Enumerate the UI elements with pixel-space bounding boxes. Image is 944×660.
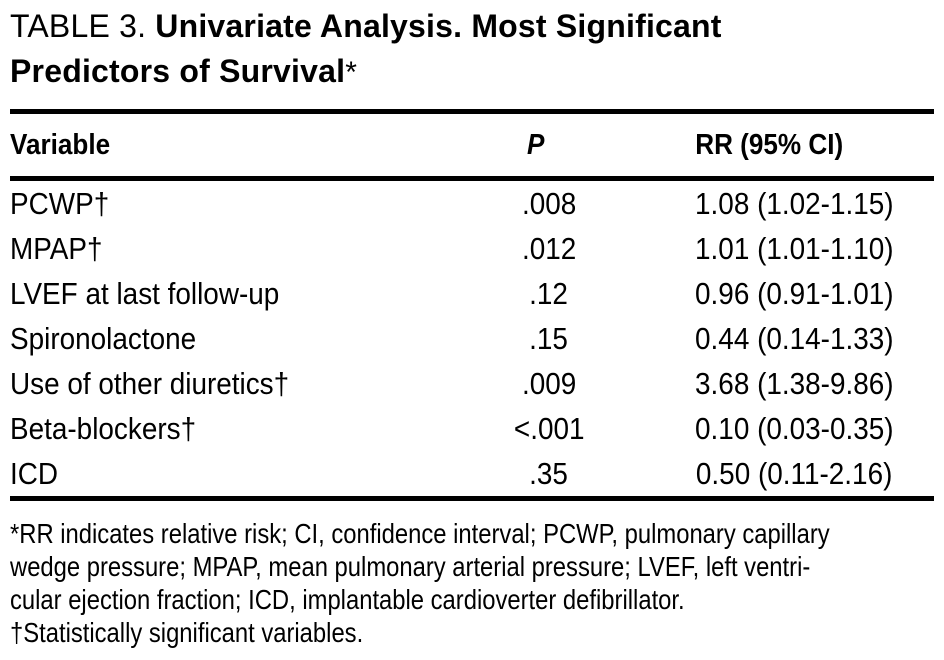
table-title-line-2: Predictors of Survival* bbox=[10, 49, 934, 95]
table-row: ICD .35 0.50 (0.11-2.16) bbox=[10, 451, 934, 496]
footnote-line: cular ejection fraction; ICD, implantabl… bbox=[10, 584, 685, 615]
table-row: Beta-blockers† <.001 0.10 (0.03-0.35) bbox=[10, 406, 934, 451]
table-row: Spironolactone .15 0.44 (0.14-1.33) bbox=[10, 316, 934, 361]
table-title-text-2: Predictors of Survival bbox=[10, 53, 346, 89]
footnote-line: *RR indicates relative risk; CI, confide… bbox=[10, 518, 830, 549]
footnote-line: wedge pressure; MPAP, mean pulmonary art… bbox=[10, 551, 811, 582]
table-title-line-1: TABLE 3. Univariate Analysis. Most Signi… bbox=[10, 4, 934, 49]
variable-cell: Spironolactone bbox=[10, 320, 197, 356]
column-header-variable: Variable bbox=[10, 128, 111, 161]
table-row: MPAP† .012 1.01 (1.01-1.10) bbox=[10, 226, 934, 271]
column-header-p: P bbox=[527, 128, 545, 161]
header-rule bbox=[10, 176, 934, 181]
rr-value-cell: 1.01 (1.01-1.10) bbox=[694, 230, 894, 266]
p-value-cell: .012 bbox=[521, 230, 577, 266]
table-title: TABLE 3. Univariate Analysis. Most Signi… bbox=[10, 4, 934, 95]
p-value-cell: .12 bbox=[529, 275, 569, 311]
table-row: LVEF at last follow-up .12 0.96 (0.91-1.… bbox=[10, 271, 934, 316]
p-value-cell: .35 bbox=[529, 455, 569, 491]
table-number-label: TABLE 3. bbox=[10, 8, 156, 44]
variable-cell: LVEF at last follow-up bbox=[10, 275, 280, 311]
footnote-line: †Statistically significant variables. bbox=[10, 617, 364, 648]
table-body: PCWP† .008 1.08 (1.02-1.15) MPAP† .012 1… bbox=[10, 181, 934, 496]
top-rule bbox=[10, 109, 934, 114]
variable-cell: MPAP† bbox=[10, 230, 103, 266]
table-header-row: Variable P RR (95% CI) bbox=[10, 114, 934, 176]
column-header-rr: RR (95% CI) bbox=[695, 128, 843, 161]
variable-cell: PCWP† bbox=[10, 185, 110, 221]
p-value-cell: <.001 bbox=[513, 410, 585, 446]
rr-value-cell: 0.10 (0.03-0.35) bbox=[694, 410, 894, 446]
rr-value-cell: 0.96 (0.91-1.01) bbox=[694, 275, 894, 311]
rr-value-cell: 1.08 (1.02-1.15) bbox=[694, 185, 894, 221]
p-value-cell: .009 bbox=[521, 365, 577, 401]
table-title-text-1: Univariate Analysis. Most Significant bbox=[155, 8, 722, 44]
variable-cell: Use of other diuretics† bbox=[10, 365, 290, 401]
table-row: PCWP† .008 1.08 (1.02-1.15) bbox=[10, 181, 934, 226]
variable-cell: Beta-blockers† bbox=[10, 410, 197, 446]
rr-value-cell: 3.68 (1.38-9.86) bbox=[694, 365, 894, 401]
bottom-rule bbox=[10, 496, 934, 501]
rr-value-cell: 0.44 (0.14-1.33) bbox=[694, 320, 894, 356]
rr-value-cell: 0.50 (0.11-2.16) bbox=[695, 455, 893, 491]
title-footnote-marker: * bbox=[345, 56, 358, 89]
table-row: Use of other diuretics† .009 3.68 (1.38-… bbox=[10, 361, 934, 406]
table-footnote: *RR indicates relative risk; CI, confide… bbox=[10, 517, 934, 649]
variable-cell: ICD bbox=[10, 455, 59, 491]
p-value-cell: .15 bbox=[529, 320, 569, 356]
p-value-cell: .008 bbox=[521, 185, 577, 221]
